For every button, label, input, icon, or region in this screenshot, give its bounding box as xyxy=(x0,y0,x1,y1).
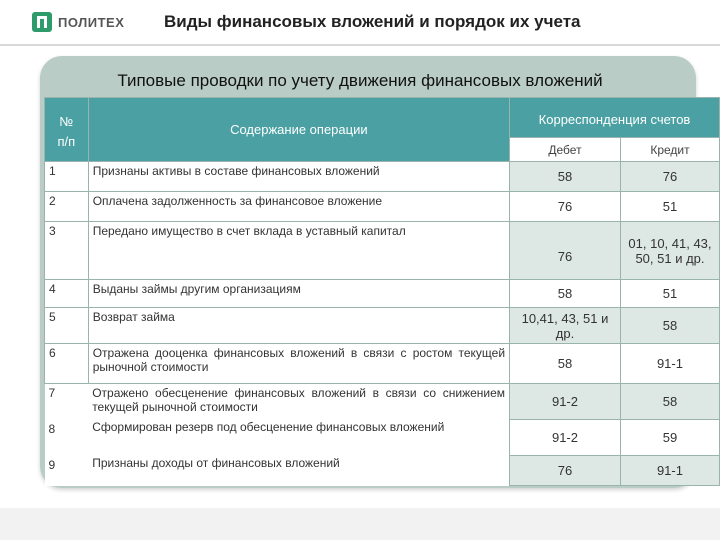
row-debit: 76 xyxy=(509,221,621,280)
header-operation: Содержание операции xyxy=(87,97,511,162)
postings-table: № п/п Содержание операции Корреспонденци… xyxy=(44,97,720,486)
row-debit: 58 xyxy=(509,343,621,384)
row-credit: 51 xyxy=(619,279,720,308)
row-debit: 58 xyxy=(509,161,621,192)
row-operation: Сформирован резерв под обесценение финан… xyxy=(88,419,510,456)
header-debit: Дебет xyxy=(509,137,621,162)
table-row: 5 Возврат займа 10,41, 43, 51 и др. 58 xyxy=(44,307,720,344)
row-credit: 01, 10, 41, 43, 50, 51 и др. xyxy=(619,221,720,280)
row-num: 5 xyxy=(44,307,89,344)
row-credit: 91-1 xyxy=(619,343,720,384)
table-row: 6 Отражена дооценка финансовых вложений … xyxy=(44,343,720,384)
row-debit: 58 xyxy=(509,279,621,308)
row-credit: 76 xyxy=(619,161,720,192)
row-debit: 91-2 xyxy=(509,383,621,420)
panel-title: Типовые проводки по учету движения финан… xyxy=(117,71,603,90)
row-num: 3 xyxy=(44,221,89,280)
header-credit: Кредит xyxy=(619,137,720,162)
row-operation: Признаны активы в составе финансовых вло… xyxy=(87,161,511,192)
table-row: 2 Оплачена задолженность за финансовое в… xyxy=(44,191,720,222)
table-row: 1 Признаны активы в составе финансовых в… xyxy=(44,161,720,192)
row-num: 7 xyxy=(44,383,89,420)
row-operation: Отражена дооценка финансовых вложений в … xyxy=(87,343,511,384)
row-operation: Оплачена задолженность за финансовое вло… xyxy=(87,191,511,222)
row-operation: Выданы займы другим организациям xyxy=(87,279,511,308)
row-credit: 59 xyxy=(619,419,720,456)
politeh-logo: ПОЛИТЕХ xyxy=(32,12,124,32)
table-row: 3 Передано имущество в счет вклада в уст… xyxy=(44,221,720,280)
row-credit: 91-1 xyxy=(619,455,720,486)
row-num: 8 xyxy=(44,419,89,456)
row-debit: 76 xyxy=(509,191,621,222)
table-row: 9 Признаны доходы от финансовых вложений… xyxy=(44,455,720,486)
header-correspondence: Корреспонденция счетов xyxy=(509,97,720,138)
row-debit: 10,41, 43, 51 и др. xyxy=(509,307,621,344)
row-credit: 58 xyxy=(619,383,720,420)
table-row: 8 Сформирован резерв под обесценение фин… xyxy=(44,419,720,456)
header-divider xyxy=(0,44,720,46)
row-operation: Возврат займа xyxy=(87,307,511,344)
header-num: № п/п xyxy=(44,97,89,162)
bottom-strip xyxy=(0,508,720,540)
logo-icon xyxy=(32,12,52,32)
page-title: Виды финансовых вложений и порядок их уч… xyxy=(164,12,581,31)
table-row: 4 Выданы займы другим организациям 58 51 xyxy=(44,279,720,308)
table-row: 7 Отражено обесценение финансовых вложен… xyxy=(44,383,720,420)
row-num: 1 xyxy=(44,161,89,192)
row-operation: Передано имущество в счет вклада в устав… xyxy=(87,221,511,280)
row-num: 2 xyxy=(44,191,89,222)
top-bar: ПОЛИТЕХ Виды финансовых вложений и поряд… xyxy=(0,0,720,44)
row-debit: 91-2 xyxy=(509,419,621,456)
row-credit: 58 xyxy=(619,307,720,344)
row-num: 6 xyxy=(44,343,89,384)
row-operation: Признаны доходы от финансовых вложений xyxy=(88,455,510,486)
row-debit: 76 xyxy=(509,455,621,486)
logo-text: ПОЛИТЕХ xyxy=(58,14,125,30)
row-num: 9 xyxy=(44,455,89,486)
row-credit: 51 xyxy=(619,191,720,222)
row-operation: Отражено обесценение финансовых вложений… xyxy=(88,383,510,420)
row-num: 4 xyxy=(44,279,89,308)
